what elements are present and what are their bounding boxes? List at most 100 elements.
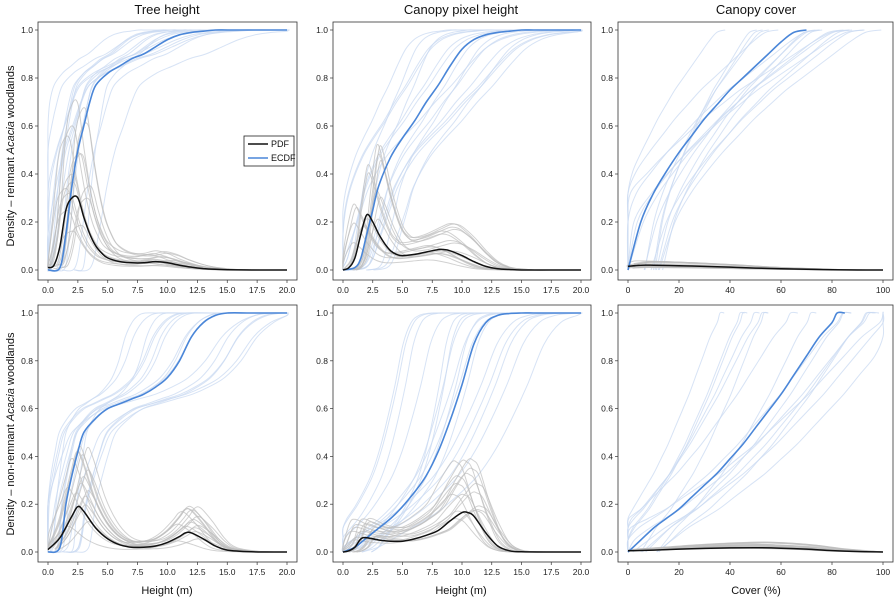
- x-tick-label: 0.0: [337, 285, 349, 295]
- y-tick-label: 0.6: [21, 404, 33, 414]
- legend-pdf-label: PDF: [271, 139, 290, 149]
- x-tick-label: 12.5: [483, 567, 500, 577]
- y-tick-label: 0.4: [601, 451, 613, 461]
- x-tick-label: 7.5: [132, 567, 144, 577]
- pdf-replicate-line: [354, 482, 582, 553]
- panel-frame: [617, 304, 894, 563]
- x-tick-label: 15.0: [513, 285, 530, 295]
- ecdf-replicate-line: [47, 312, 285, 553]
- legend-ecdf-label: ECDF: [271, 153, 296, 163]
- pdf-series-line: [47, 195, 287, 271]
- panel-frame: [332, 21, 592, 281]
- pdf-series-line: [342, 213, 581, 271]
- ecdf-replicate-line: [626, 29, 821, 271]
- x-title-canopy-pixel-height: Height (m): [435, 585, 486, 597]
- pdf-replicate-line: [355, 509, 581, 553]
- y-tick-label: 0.4: [21, 169, 33, 179]
- ecdf-replicate-line: [73, 29, 289, 272]
- x-tick-label: 20.0: [573, 567, 590, 577]
- y-tick-label: 0.0: [21, 547, 33, 557]
- x-tick-label: 20.0: [573, 285, 590, 295]
- pdf-replicate-line: [47, 187, 278, 271]
- panel-frame: [617, 21, 894, 281]
- x-tick-label: 5.0: [102, 567, 114, 577]
- ecdf-replicate-line: [662, 29, 823, 271]
- x-tick-label: 0.0: [337, 567, 349, 577]
- legend: PDF ECDF: [243, 135, 296, 167]
- x-tick-label: 0: [626, 567, 631, 577]
- pdf-replicate-line: [636, 542, 884, 553]
- pdf-replicate-line: [344, 472, 582, 553]
- pdf-replicate-line: [632, 544, 884, 553]
- pdf-replicate-line: [353, 153, 581, 271]
- ecdf-replicate-line: [341, 312, 582, 553]
- y-tick-label: 1.0: [601, 308, 613, 318]
- panel-4: 0.0 0.2 0.4 0.6 0.8 1.0 0.0 2.5 5.0 7.5 10.0 12.5 15…: [316, 304, 592, 577]
- x-tick-label: 17.5: [543, 567, 560, 577]
- ecdf-replicate-line: [342, 312, 581, 553]
- pdf-replicate-line: [47, 99, 288, 271]
- pdf-replicate-line: [342, 242, 567, 271]
- x-tick-label: 0: [626, 285, 631, 295]
- y-tick-label: 0.6: [601, 121, 613, 131]
- ecdf-replicate-line: [627, 311, 884, 553]
- ecdf-replicate-line: [342, 312, 480, 552]
- y-tick-label: 0.8: [316, 356, 328, 366]
- x-tick-label: 2.5: [367, 285, 379, 295]
- y-tick-label: 0.2: [21, 499, 33, 509]
- x-tick-label: 2.5: [367, 567, 379, 577]
- x-tick-label: 17.5: [249, 567, 266, 577]
- ecdf-series-line: [47, 29, 287, 272]
- panel-3: 0.0 0.2 0.4 0.6 0.8 1.0 0.0 2.5 5.0 7.5 10.0 12.5 15…: [21, 304, 298, 577]
- pdf-replicate-line: [47, 525, 277, 553]
- ecdf-replicate-line: [51, 29, 259, 272]
- x-tick-label: 60: [776, 567, 786, 577]
- y-tick-label: 0.8: [21, 73, 33, 83]
- x-tick-label: 5.0: [397, 567, 409, 577]
- ecdf-replicate-line: [632, 311, 885, 553]
- pdf-series-line: [627, 264, 883, 271]
- y-tick-label: 0.6: [21, 121, 33, 131]
- ecdf-replicate-line: [656, 311, 885, 553]
- ecdf-replicate-line: [342, 29, 490, 270]
- pdf-replicate-line: [342, 510, 574, 553]
- y-tick-label: 0.2: [601, 217, 613, 227]
- y-tick-label: 0.0: [601, 265, 613, 275]
- y-tick-label: 0.2: [601, 499, 613, 509]
- y-tick-label: 0.0: [316, 265, 328, 275]
- pdf-replicate-line: [343, 172, 581, 271]
- x-tick-label: 7.5: [426, 285, 438, 295]
- y-tick-label: 0.4: [21, 451, 33, 461]
- ecdf-replicate-line: [51, 312, 277, 553]
- y-tick-label: 0.2: [316, 499, 328, 509]
- x-tick-label: 15.0: [219, 567, 236, 577]
- x-tick-label: 10.0: [159, 567, 176, 577]
- pdf-replicate-line: [352, 509, 581, 553]
- x-tick-label: 0.0: [42, 285, 54, 295]
- x-tick-label: 80: [827, 567, 837, 577]
- ecdf-replicate-line: [367, 29, 581, 271]
- x-tick-label: 60: [776, 285, 786, 295]
- x-tick-label: 20.0: [279, 567, 296, 577]
- ecdf-replicate-line: [50, 312, 289, 553]
- x-tick-label: 17.5: [543, 285, 560, 295]
- ecdf-replicate-line: [627, 311, 745, 553]
- y-tick-label: 1.0: [316, 25, 328, 35]
- ecdf-replicate-line: [656, 311, 817, 553]
- x-tick-label: 15.0: [219, 285, 236, 295]
- y-tick-label: 0.4: [316, 169, 328, 179]
- x-tick-label: 10.0: [454, 285, 471, 295]
- ecdf-replicate-line: [627, 311, 760, 552]
- y-tick-label: 0.6: [316, 121, 328, 131]
- col-title-canopy-pixel-height: Canopy pixel height: [404, 2, 519, 17]
- ecdf-replicate-line: [627, 311, 768, 552]
- x-tick-label: 12.5: [189, 567, 206, 577]
- ecdf-replicate-line: [655, 29, 816, 271]
- y-tick-label: 0.2: [21, 217, 33, 227]
- ecdf-replicate-line: [74, 29, 237, 272]
- ecdf-replicate-line: [343, 29, 583, 271]
- ecdf-replicate-line: [65, 312, 289, 553]
- y-tick-label: 0.8: [601, 356, 613, 366]
- y-tick-label: 0.4: [601, 169, 613, 179]
